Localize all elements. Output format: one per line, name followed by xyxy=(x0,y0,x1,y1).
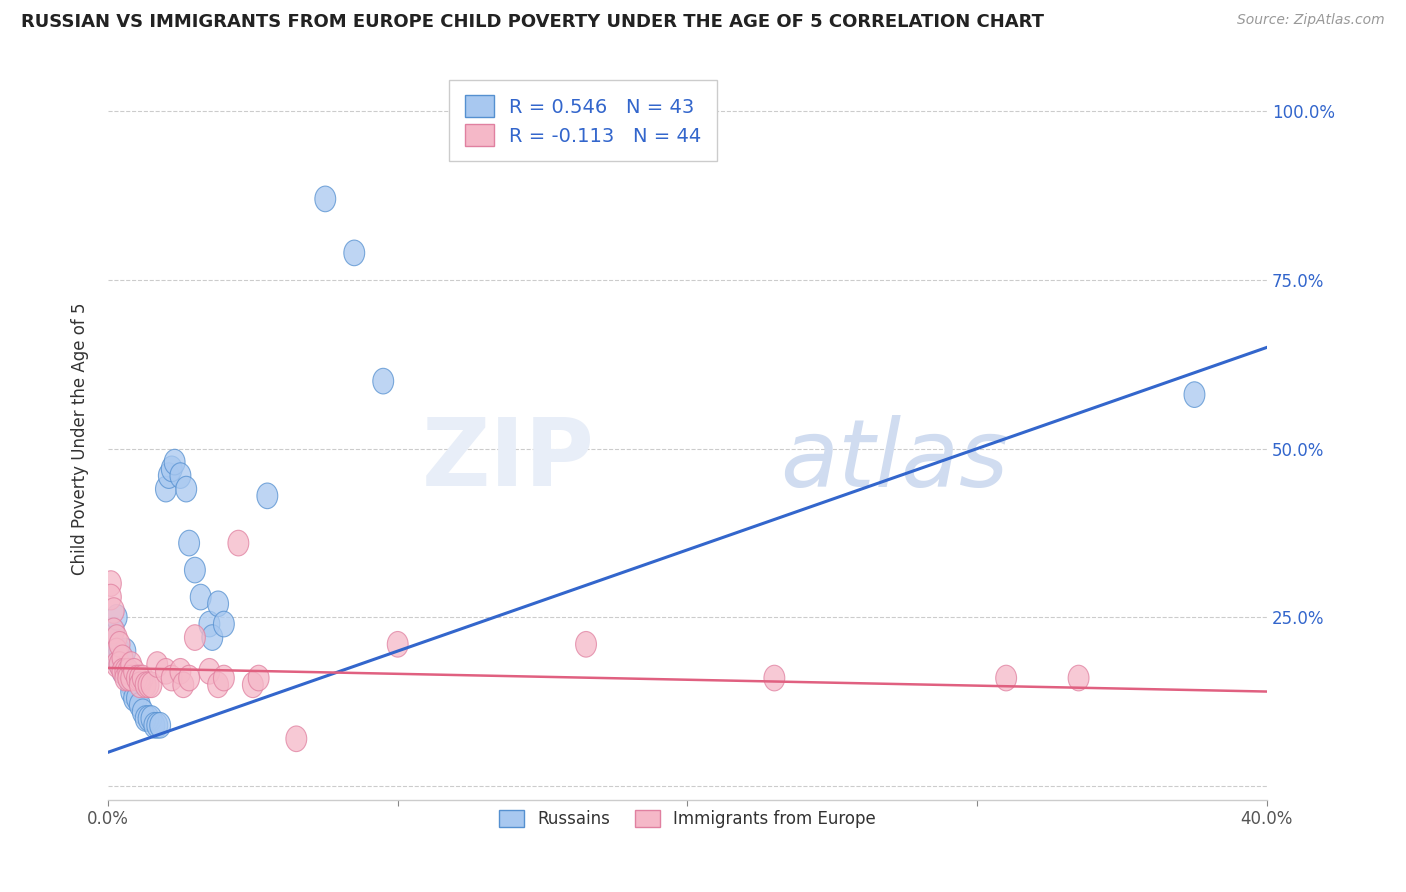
Ellipse shape xyxy=(100,584,121,610)
Ellipse shape xyxy=(115,665,136,691)
Ellipse shape xyxy=(121,672,142,698)
Ellipse shape xyxy=(143,713,165,738)
Text: Source: ZipAtlas.com: Source: ZipAtlas.com xyxy=(1237,13,1385,28)
Ellipse shape xyxy=(141,706,162,731)
Ellipse shape xyxy=(165,450,186,475)
Ellipse shape xyxy=(184,624,205,650)
Ellipse shape xyxy=(112,658,134,684)
Ellipse shape xyxy=(208,672,229,698)
Ellipse shape xyxy=(387,632,408,657)
Ellipse shape xyxy=(112,645,134,671)
Ellipse shape xyxy=(110,652,129,677)
Ellipse shape xyxy=(107,639,127,664)
Ellipse shape xyxy=(249,665,269,691)
Ellipse shape xyxy=(184,558,205,582)
Ellipse shape xyxy=(121,652,142,677)
Ellipse shape xyxy=(100,624,121,650)
Ellipse shape xyxy=(146,713,167,738)
Ellipse shape xyxy=(118,658,139,684)
Ellipse shape xyxy=(575,632,596,657)
Ellipse shape xyxy=(110,652,129,677)
Ellipse shape xyxy=(104,645,124,671)
Ellipse shape xyxy=(104,598,124,624)
Y-axis label: Child Poverty Under the Age of 5: Child Poverty Under the Age of 5 xyxy=(72,302,89,574)
Ellipse shape xyxy=(315,186,336,211)
Ellipse shape xyxy=(135,706,156,731)
Ellipse shape xyxy=(285,726,307,752)
Ellipse shape xyxy=(179,665,200,691)
Ellipse shape xyxy=(156,658,176,684)
Ellipse shape xyxy=(214,611,235,637)
Ellipse shape xyxy=(373,368,394,394)
Ellipse shape xyxy=(179,530,200,556)
Ellipse shape xyxy=(242,672,263,698)
Ellipse shape xyxy=(1069,665,1090,691)
Ellipse shape xyxy=(107,639,127,664)
Ellipse shape xyxy=(132,665,153,691)
Ellipse shape xyxy=(104,618,124,644)
Ellipse shape xyxy=(127,665,148,691)
Ellipse shape xyxy=(118,658,139,684)
Ellipse shape xyxy=(208,591,229,616)
Ellipse shape xyxy=(138,672,159,698)
Ellipse shape xyxy=(141,672,162,698)
Ellipse shape xyxy=(124,658,145,684)
Ellipse shape xyxy=(202,624,222,650)
Ellipse shape xyxy=(124,685,145,711)
Ellipse shape xyxy=(135,672,156,698)
Ellipse shape xyxy=(173,672,194,698)
Ellipse shape xyxy=(132,699,153,724)
Ellipse shape xyxy=(115,658,136,684)
Ellipse shape xyxy=(110,632,129,657)
Ellipse shape xyxy=(115,639,136,664)
Ellipse shape xyxy=(995,665,1017,691)
Ellipse shape xyxy=(107,624,127,650)
Legend: Russains, Immigrants from Europe: Russains, Immigrants from Europe xyxy=(492,803,883,835)
Ellipse shape xyxy=(146,652,167,677)
Ellipse shape xyxy=(112,645,134,671)
Text: ZIP: ZIP xyxy=(422,414,595,506)
Ellipse shape xyxy=(200,658,219,684)
Ellipse shape xyxy=(190,584,211,610)
Ellipse shape xyxy=(1184,382,1205,408)
Ellipse shape xyxy=(162,665,183,691)
Ellipse shape xyxy=(112,658,134,684)
Ellipse shape xyxy=(127,685,148,711)
Ellipse shape xyxy=(115,658,136,684)
Ellipse shape xyxy=(129,665,150,691)
Ellipse shape xyxy=(129,692,150,718)
Ellipse shape xyxy=(121,665,142,691)
Ellipse shape xyxy=(104,618,124,644)
Text: RUSSIAN VS IMMIGRANTS FROM EUROPE CHILD POVERTY UNDER THE AGE OF 5 CORRELATION C: RUSSIAN VS IMMIGRANTS FROM EUROPE CHILD … xyxy=(21,13,1045,31)
Ellipse shape xyxy=(344,240,364,266)
Ellipse shape xyxy=(176,476,197,502)
Text: atlas: atlas xyxy=(780,415,1008,506)
Ellipse shape xyxy=(118,665,139,691)
Ellipse shape xyxy=(100,571,121,597)
Ellipse shape xyxy=(228,530,249,556)
Ellipse shape xyxy=(110,639,129,664)
Ellipse shape xyxy=(170,463,191,489)
Ellipse shape xyxy=(156,476,176,502)
Ellipse shape xyxy=(170,658,191,684)
Ellipse shape xyxy=(138,706,159,731)
Ellipse shape xyxy=(200,611,219,637)
Ellipse shape xyxy=(129,672,150,698)
Ellipse shape xyxy=(118,665,139,691)
Ellipse shape xyxy=(214,665,235,691)
Ellipse shape xyxy=(257,483,278,508)
Ellipse shape xyxy=(159,463,179,489)
Ellipse shape xyxy=(107,605,127,630)
Ellipse shape xyxy=(162,456,183,482)
Ellipse shape xyxy=(763,665,785,691)
Ellipse shape xyxy=(107,652,127,677)
Ellipse shape xyxy=(121,679,142,705)
Ellipse shape xyxy=(149,713,170,738)
